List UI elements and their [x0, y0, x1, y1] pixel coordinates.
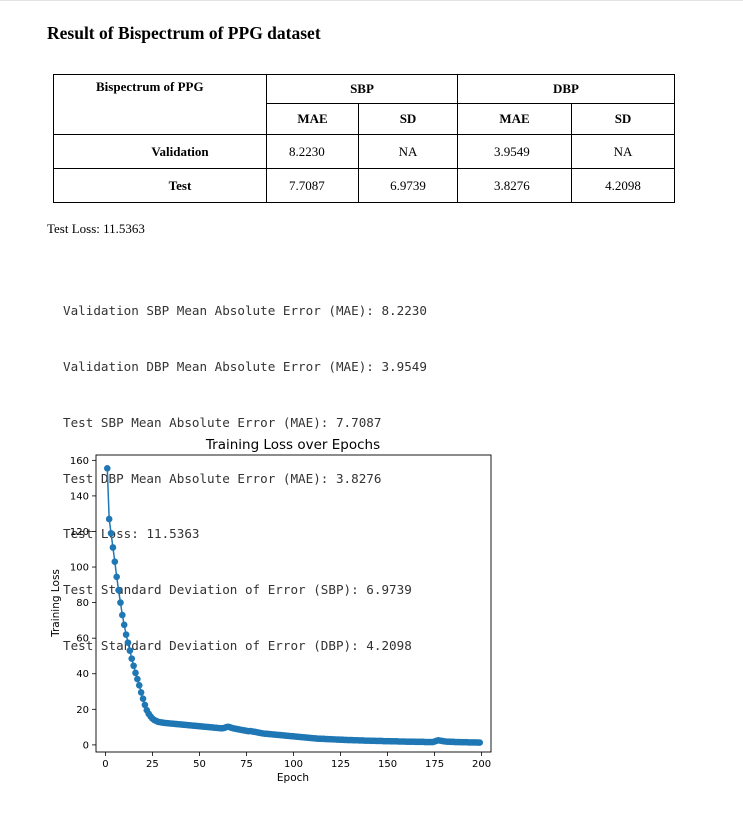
- y-tick-label: 0: [83, 740, 89, 751]
- x-tick-label: 175: [425, 759, 444, 770]
- console-line: Validation DBP Mean Absolute Error (MAE)…: [63, 358, 427, 374]
- x-tick-label: 75: [240, 759, 253, 770]
- table-corner-label: Bispectrum of PPG: [53, 74, 267, 104]
- table-cell: NA: [571, 134, 675, 169]
- top-divider: [0, 0, 743, 1]
- loss-point: [124, 639, 132, 646]
- loss-point: [134, 675, 141, 683]
- y-axis-label-group: Training Loss: [50, 569, 62, 638]
- section-title: Result of Bispectrum of PPG dataset: [47, 23, 321, 43]
- x-tick-label: 125: [331, 759, 350, 770]
- console-line: Test Loss: 11.5363: [63, 526, 200, 542]
- loss-point: [132, 669, 139, 677]
- training-loss-chart: Training Loss over Epochs Training Loss …: [50, 437, 492, 784]
- loss-point: [111, 558, 119, 566]
- table-cell: 4.2098: [571, 168, 675, 203]
- console-line: Test SBP Mean Absolute Error (MAE): 7.70…: [63, 414, 382, 430]
- x-axis-label: Epoch: [277, 772, 309, 784]
- console-output: Validation SBP Mean Absolute Error (MAE)…: [63, 265, 427, 674]
- dbp-sd-header: SD: [571, 103, 675, 135]
- row-label-validation: Validation: [53, 134, 267, 169]
- axis-ticks: 0 25 50 75 100 125 150 175 200 0 20 40 60 80 100 120 140…: [70, 456, 491, 770]
- loss-point: [135, 682, 143, 689]
- sbp-sd-header: SD: [358, 103, 458, 135]
- loss-point: [122, 631, 130, 638]
- loss-point: [107, 529, 115, 537]
- loss-point: [117, 599, 124, 606]
- row-label-test: Test: [53, 168, 267, 203]
- loss-point: [139, 695, 147, 702]
- x-tick-label: 25: [146, 759, 159, 770]
- loss-point: [115, 586, 122, 594]
- table-cell: 8.2230: [266, 134, 359, 169]
- loss-point: [105, 515, 113, 523]
- y-tick-label: 140: [70, 491, 89, 502]
- table-cell: 3.8276: [457, 168, 572, 203]
- plot-frame: [95, 454, 492, 753]
- y-tick-label: 60: [76, 634, 89, 645]
- y-tick-label: 80: [76, 598, 89, 609]
- sbp-mae-header: MAE: [266, 103, 359, 135]
- x-tick-label: 150: [378, 759, 397, 770]
- y-tick-label: 20: [76, 705, 89, 716]
- table-cell: 6.9739: [358, 168, 458, 203]
- loss-point: [126, 647, 134, 654]
- loss-point: [120, 621, 128, 629]
- table-corner-blank: [53, 103, 267, 135]
- loss-point: [476, 739, 484, 746]
- dbp-group-header: DBP: [457, 74, 675, 104]
- sbp-group-header: SBP: [266, 74, 458, 104]
- console-line: Test Standard Deviation of Error (DBP): …: [63, 637, 412, 653]
- y-tick-label: 40: [76, 669, 89, 680]
- loss-point: [137, 689, 145, 696]
- loss-line: [106, 468, 480, 744]
- y-tick-label: 120: [70, 527, 89, 538]
- loss-point: [130, 662, 137, 670]
- table-cell: 7.7087: [266, 168, 359, 203]
- loss-point: [141, 701, 149, 709]
- table-cell: 3.9549: [457, 134, 572, 169]
- plot-area: [103, 465, 484, 746]
- loss-point: [128, 655, 136, 662]
- console-line: Test Standard Deviation of Error (SBP): …: [63, 582, 412, 598]
- y-tick-label: 100: [70, 563, 89, 574]
- loss-point: [109, 544, 117, 551]
- chart-title: Training Loss over Epochs: [205, 437, 380, 453]
- y-axis-label: Training Loss: [50, 569, 62, 638]
- loss-point: [119, 611, 126, 619]
- y-tick-label: 160: [70, 456, 89, 467]
- results-table: Bispectrum of PPG SBP DBP MAE SD MAE SD …: [53, 74, 675, 203]
- x-tick-label: 200: [472, 759, 491, 770]
- loss-point: [103, 465, 111, 472]
- x-tick-label: 50: [193, 759, 206, 770]
- dbp-mae-header: MAE: [457, 103, 572, 135]
- x-tick-label: 0: [102, 759, 108, 770]
- console-line: Test DBP Mean Absolute Error (MAE): 3.82…: [63, 470, 382, 486]
- console-line: Validation SBP Mean Absolute Error (MAE)…: [63, 303, 427, 319]
- x-tick-label: 100: [284, 759, 303, 770]
- loss-point: [113, 573, 120, 581]
- table-cell: NA: [358, 134, 458, 169]
- test-loss-text: Test Loss: 11.5363: [47, 221, 145, 236]
